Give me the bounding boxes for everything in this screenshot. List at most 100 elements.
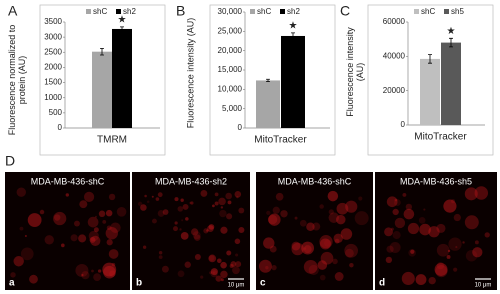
y-tick-label: 1000 [44,93,62,102]
fluorescence-spot [423,208,426,211]
fluorescence-spot [208,224,215,230]
fluorescence-spot [146,200,150,203]
fluorescence-spot [19,226,24,231]
fluorescence-spot [210,268,218,276]
fluorescence-spot [162,209,169,215]
legend-swatch [250,9,255,14]
y-tick-label: 25,000 [218,26,243,35]
fluorescence-spot [303,260,318,274]
micrograph [5,172,130,290]
y-tick-label: 500 [49,108,63,117]
fluorescence-spot [229,263,234,268]
fluorescence-spot [181,219,184,222]
fluorescence-spot [151,218,157,224]
x-tick-label: MitoTracker [414,132,467,143]
fluorescence-spot [319,238,331,250]
fluorescence-spot [386,245,394,253]
fluorescence-spot [13,256,24,267]
fluorescence-spot [102,219,107,224]
fluorescence-spot [109,270,116,277]
fluorescence-spot [446,254,451,259]
fluorescence-spot [93,227,99,233]
fluorescence-spot [216,258,222,264]
fluorescence-spot [405,203,413,211]
plot-frame [209,4,336,156]
fluorescence-spot [317,260,328,270]
y-tick-label: 3500 [44,17,62,26]
y-axis-label: Fluorescence intensity (AU) [345,27,365,117]
legend-swatch [414,9,419,14]
annotation: ★ [118,14,127,25]
fluorescence-spot [418,217,426,224]
fluorescence-spot [268,213,281,226]
panel-letter: B [176,3,185,19]
fluorescence-spot [384,227,393,237]
fluorescence-spot [238,207,245,214]
y-tick-label: 15,000 [218,65,243,74]
fluorescence-spot [29,274,38,284]
fluorescence-spot [70,234,78,242]
fluorescence-spot [403,208,415,220]
legend-label: shC [421,7,435,16]
fluorescence-spot [299,219,307,227]
fluorescence-spot [180,231,189,240]
fluorescence-spot [407,222,420,235]
fluorescence-spot [206,229,209,232]
micrograph [375,172,497,290]
fluorescence-spot [334,272,344,281]
fluorescence-spot [267,214,278,225]
fluorescence-spot [447,249,451,253]
fluorescence-spot [208,255,215,261]
fluorescence-spot [306,222,315,231]
fluorescence-spot [263,237,275,249]
fluorescence-spot [157,210,165,217]
fluorescence-spot [484,232,490,238]
fluorescence-spot [106,225,112,231]
fluorescence-spot [258,259,272,273]
fluorescence-spot [116,207,127,217]
fluorescence-spot [291,241,301,251]
image-letter: c [260,278,266,289]
image-letter: b [136,278,142,289]
fluorescence-spot [472,247,483,258]
fluorescence-spot [453,213,461,222]
fluorescence-spot [179,228,182,231]
y-tick-label: 3000 [44,32,62,41]
fluorescence-spot [324,239,332,247]
fluorescence-spot [81,271,90,280]
fluorescence-spot [344,243,359,258]
scale-bar-label: 10 μm [228,283,245,289]
fluorescence-spot [474,186,489,200]
fluorescence-spot [294,216,298,220]
fluorescence-spot [215,275,222,282]
bar [420,58,440,125]
fluorescence-spot [174,197,179,202]
fluorescence-spot [220,261,227,269]
fluorescence-spot [79,200,88,209]
legend-label: shC [93,7,107,16]
fluorescence-spot [465,249,478,262]
fluorescence-spot [349,262,354,268]
fluorescence-spot [435,264,448,278]
bar [92,51,112,128]
fluorescence-spot [455,246,458,249]
y-tick-label: 2500 [44,47,62,56]
fluorescence-spot [174,221,178,225]
fluorescence-spot [93,273,101,282]
fluorescence-spot [345,248,354,258]
fluorescence-spot [24,235,27,238]
fluorescence-spot [333,233,343,244]
fluorescence-spot [410,249,415,254]
fluorescence-spot [218,197,226,206]
x-tick-label: TMRM [97,135,127,146]
image-letter: a [9,278,15,289]
fluorescence-spot [155,197,160,201]
fluorescence-spot [140,204,147,211]
fluorescence-spot [191,228,199,236]
fluorescence-spot [111,262,116,267]
error-bar [291,32,295,40]
fluorescence-spot [54,214,61,221]
fluorescence-spot [108,193,116,201]
panel-letter: C [340,3,350,19]
